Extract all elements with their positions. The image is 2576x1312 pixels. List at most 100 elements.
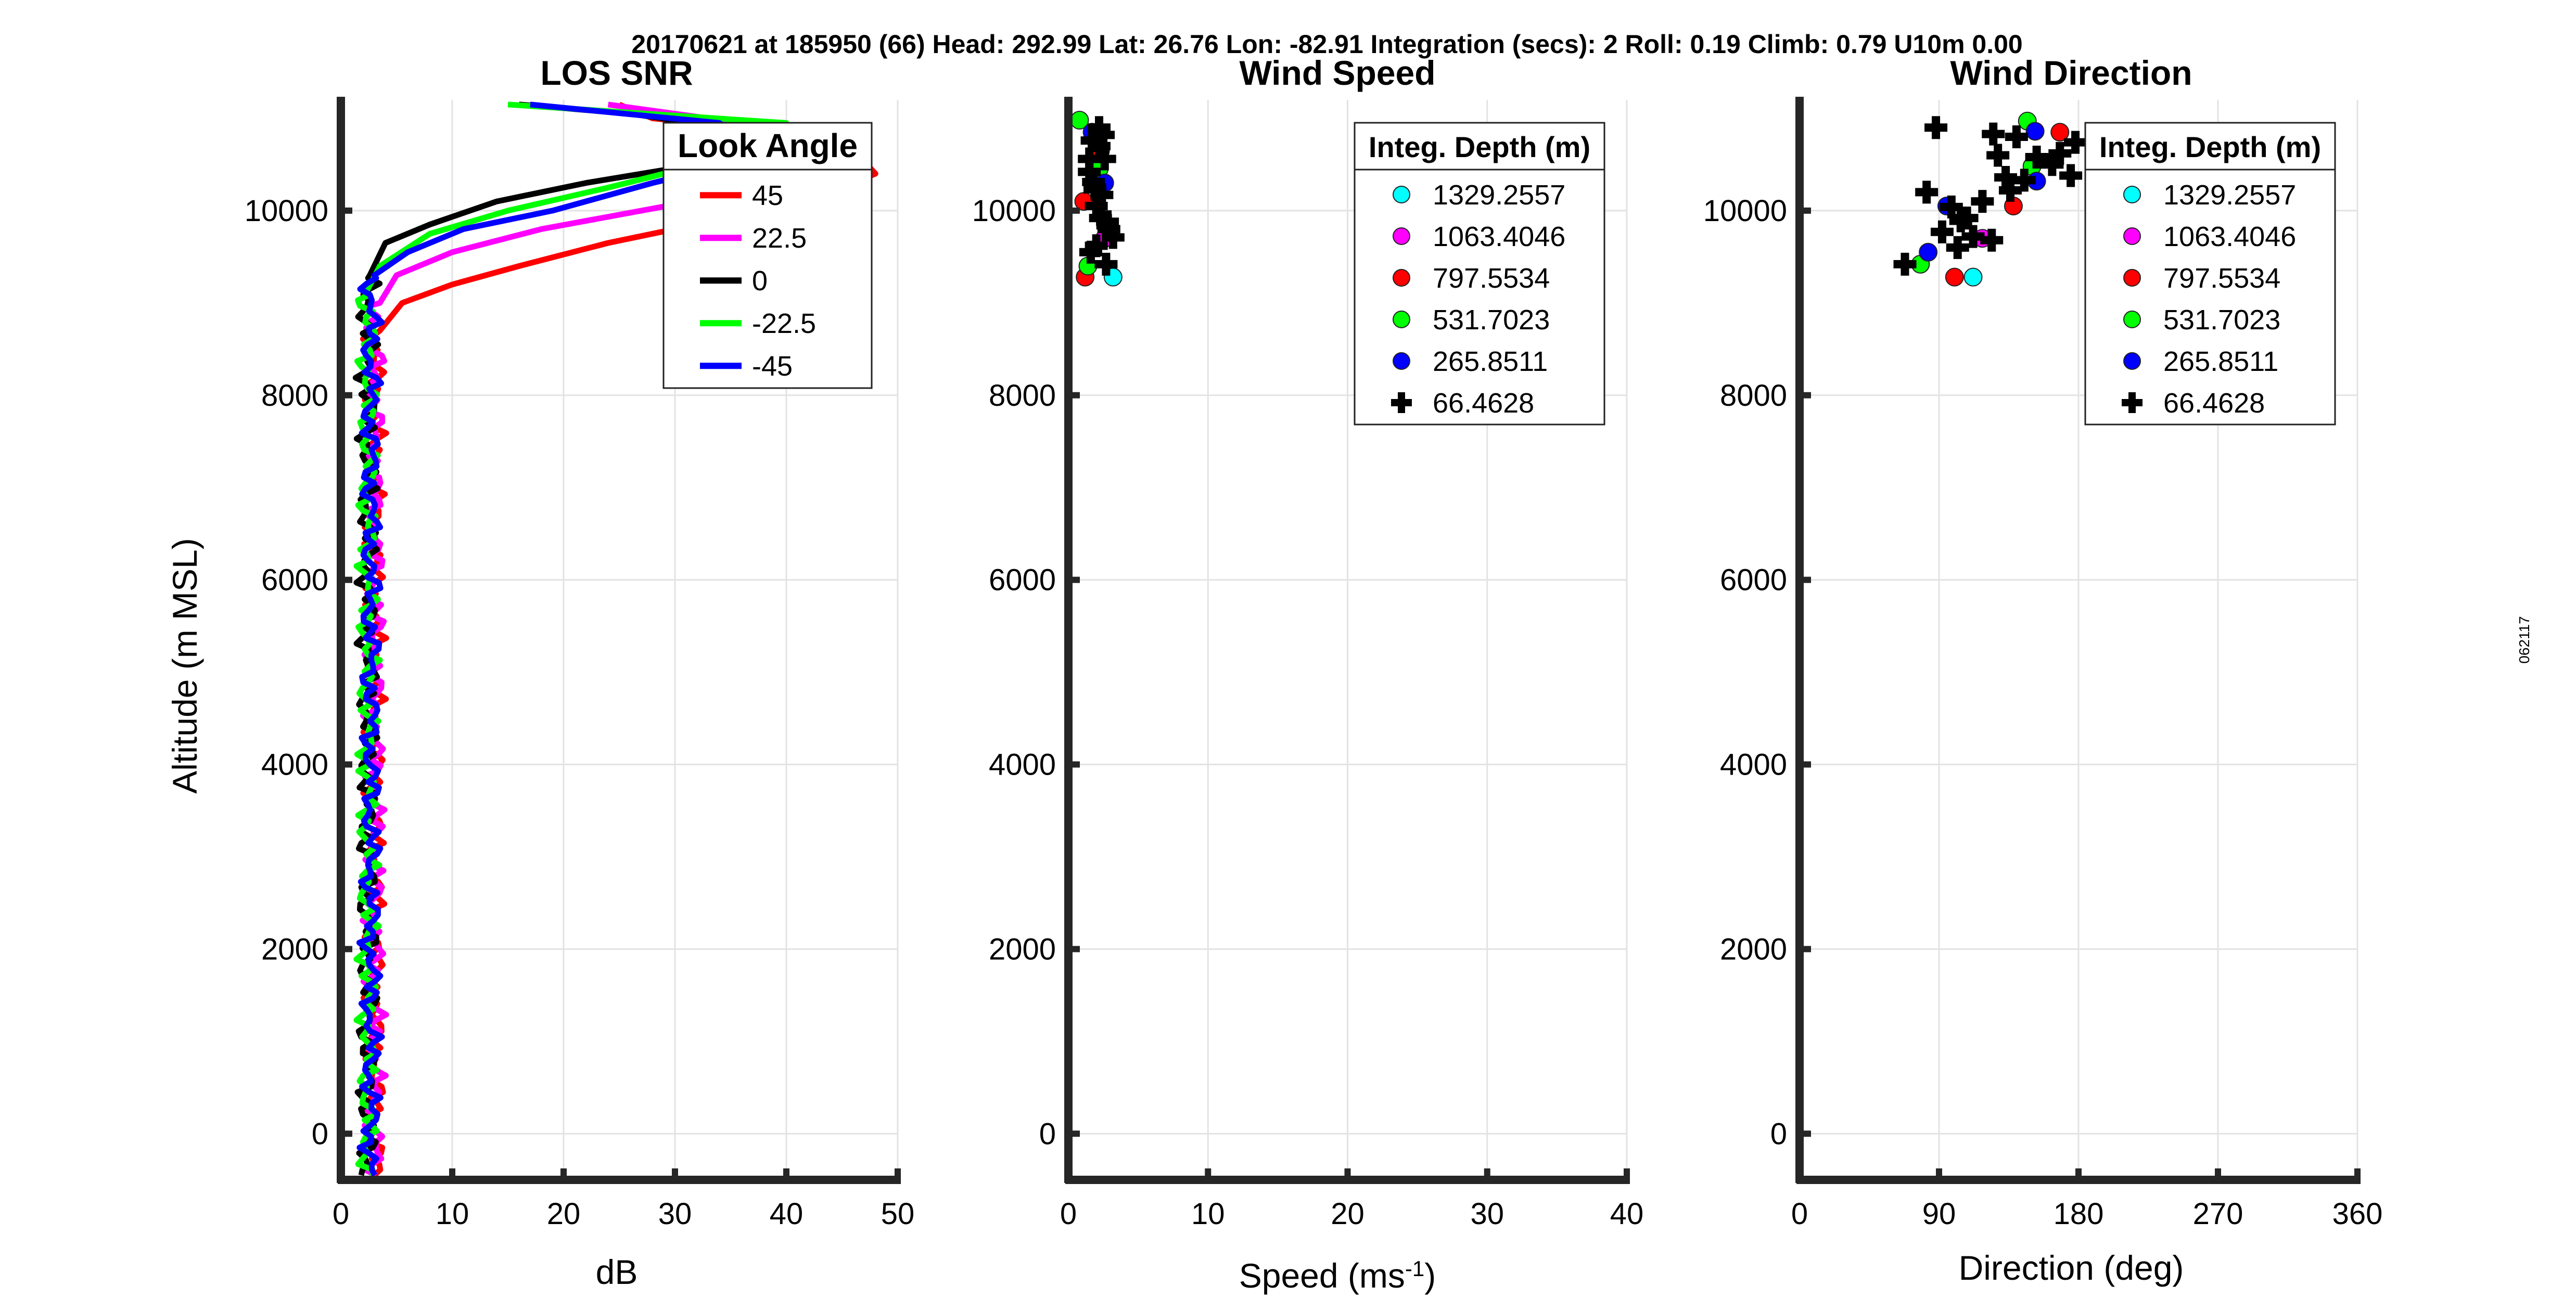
point-66.4628	[1096, 210, 1119, 234]
point-265.8511	[1919, 242, 1938, 262]
legend-swatch-1063.4046	[1393, 227, 1410, 245]
ytick-label: 0	[1770, 1117, 1787, 1151]
point-66.4628	[1971, 190, 1994, 213]
legend-label-1063.4046: 1063.4046	[1433, 221, 1565, 252]
point-66.4628	[1094, 252, 1118, 276]
xtick-label: 40	[1610, 1197, 1644, 1231]
legend-swatch-265.8511	[1393, 352, 1410, 370]
ytick-label: 2000	[261, 932, 328, 966]
legend-swatch-265.8511	[2123, 352, 2141, 370]
ytick-label: 4000	[989, 748, 1056, 782]
legend-integ-depth-direction: Integ. Depth (m) 1329.2557 1063.4046 797.55…	[2084, 122, 2336, 426]
point-66.4628	[1940, 195, 1963, 218]
legend-swatch-531.7023	[1393, 311, 1410, 328]
legend-label-66.4628: 66.4628	[2163, 388, 2265, 419]
legend-label-1329.2557: 1329.2557	[2163, 179, 2296, 211]
legend-title: Integ. Depth (m)	[2099, 131, 2321, 163]
legend-title: Look Angle	[678, 127, 858, 164]
point-66.4628	[1083, 178, 1106, 201]
legend-swatch-531.7023	[2123, 311, 2141, 328]
xtick-label: 10	[436, 1197, 469, 1231]
legend-box	[662, 122, 873, 389]
legend-label-1329.2557: 1329.2557	[1433, 179, 1565, 211]
ytick-label: 10000	[245, 194, 328, 228]
legend-swatch-1329.2557	[2123, 186, 2141, 203]
xtick-label: 180	[2054, 1197, 2104, 1231]
series-line--45	[356, 101, 767, 1177]
xtick-label: 20	[547, 1197, 581, 1231]
ylabel-altitude: Altitude (m MSL)	[165, 538, 204, 793]
ytick-label: 2000	[1720, 932, 1787, 966]
xtick-label: 270	[2193, 1197, 2243, 1231]
legend-label-265.8511: 265.8511	[2163, 346, 2278, 377]
xlabel-wind-speed-end: )	[1424, 1256, 1436, 1295]
xtick-label: 0	[1060, 1197, 1077, 1231]
series-line--22.5	[353, 101, 789, 1176]
figure-suptitle: 20170621 at 185950 (66) Head: 292.99 Lat…	[631, 30, 2022, 59]
point-66.4628	[1088, 116, 1111, 139]
ytick-label: 8000	[989, 379, 1056, 413]
ytick-label: 10000	[1703, 194, 1787, 228]
legend-label-531.7023: 531.7023	[2163, 304, 2280, 336]
legend-swatch-66.4628	[1391, 392, 1412, 413]
xtick-label: 90	[1922, 1197, 1956, 1231]
xtick-label: 20	[1331, 1197, 1364, 1231]
axes-wind-speed: 0 10 20 30 40 0 2000 4000 6000 8000 10000 Wind Spe…	[972, 54, 1644, 1295]
point-66.4628	[1930, 220, 1954, 243]
legend-title: Integ. Depth (m)	[1369, 131, 1590, 163]
legend-swatch-66.4628	[2122, 392, 2143, 413]
side-label: 062117	[2516, 616, 2532, 663]
ytick-label: 0	[1039, 1117, 1056, 1151]
legend-swatch-797.5534	[2123, 269, 2141, 287]
xlabel-wind-speed-sup: -1	[1405, 1256, 1424, 1281]
ytick-label: 4000	[1720, 748, 1787, 782]
point-797.5534	[2050, 123, 2070, 142]
point-66.4628	[1955, 207, 1979, 230]
point-1329.2557	[1963, 267, 1983, 287]
legend-look-angle: Look Angle 45 22.5 0 -22.5 -45	[662, 122, 873, 389]
xtick-label: 30	[1470, 1197, 1504, 1231]
legend-label-22.5: 22.5	[752, 223, 807, 254]
axes-title-wind-speed: Wind Speed	[1239, 54, 1435, 92]
point-265.8511	[2025, 122, 2045, 141]
point-66.4628	[2005, 125, 2028, 148]
legend-label-797.5534: 797.5534	[2163, 263, 2280, 294]
legend-label-45: 45	[752, 180, 783, 211]
xtick-label: 0	[1791, 1197, 1808, 1231]
xlabel-wind-speed: Speed (ms-1)	[1239, 1256, 1436, 1295]
legend-label--45: -45	[752, 351, 793, 382]
point-66.4628	[1986, 144, 2010, 167]
xlabel-wind-speed-main: Speed (ms	[1239, 1256, 1405, 1295]
axes-los-snr: 0 10 20 30 40 50 0 2000 4000 6000 8000 10000 LOS SN…	[165, 54, 914, 1291]
ytick-label: 10000	[972, 194, 1056, 228]
point-66.4628	[1980, 228, 2004, 252]
point-66.4628	[1085, 234, 1108, 258]
legend-label-265.8511: 265.8511	[1433, 346, 1548, 377]
point-66.4628	[2059, 164, 2083, 187]
xlabel-wind-direction: Direction (deg)	[1959, 1249, 2184, 1287]
legend-label--22.5: -22.5	[752, 308, 816, 339]
axes-title-los-snr: LOS SNR	[540, 54, 693, 92]
xtick-label: 50	[881, 1197, 915, 1231]
point-66.4628	[1893, 252, 1917, 276]
xtick-label: 360	[2332, 1197, 2383, 1231]
point-66.4628	[2064, 131, 2087, 154]
xtick-label: 10	[1191, 1197, 1225, 1231]
legend-swatch-1329.2557	[1393, 186, 1410, 203]
ytick-label: 0	[312, 1117, 328, 1151]
legend-label-1063.4046: 1063.4046	[2163, 221, 2296, 252]
point-66.4628	[1915, 181, 1939, 204]
point-66.4628	[1078, 147, 1101, 171]
point-66.4628	[1998, 178, 2022, 202]
ytick-label: 4000	[261, 748, 328, 782]
ytick-label: 6000	[261, 563, 328, 597]
ytick-label: 8000	[261, 379, 328, 413]
point-797.5534	[1945, 267, 1964, 287]
axes-title-wind-direction: Wind Direction	[1950, 54, 2192, 92]
xlabel-los-snr: dB	[596, 1253, 638, 1291]
point-66.4628	[1982, 122, 2005, 146]
legend-swatch-797.5534	[1393, 269, 1410, 287]
ytick-label: 6000	[1720, 563, 1787, 597]
xtick-label: 0	[333, 1197, 349, 1231]
